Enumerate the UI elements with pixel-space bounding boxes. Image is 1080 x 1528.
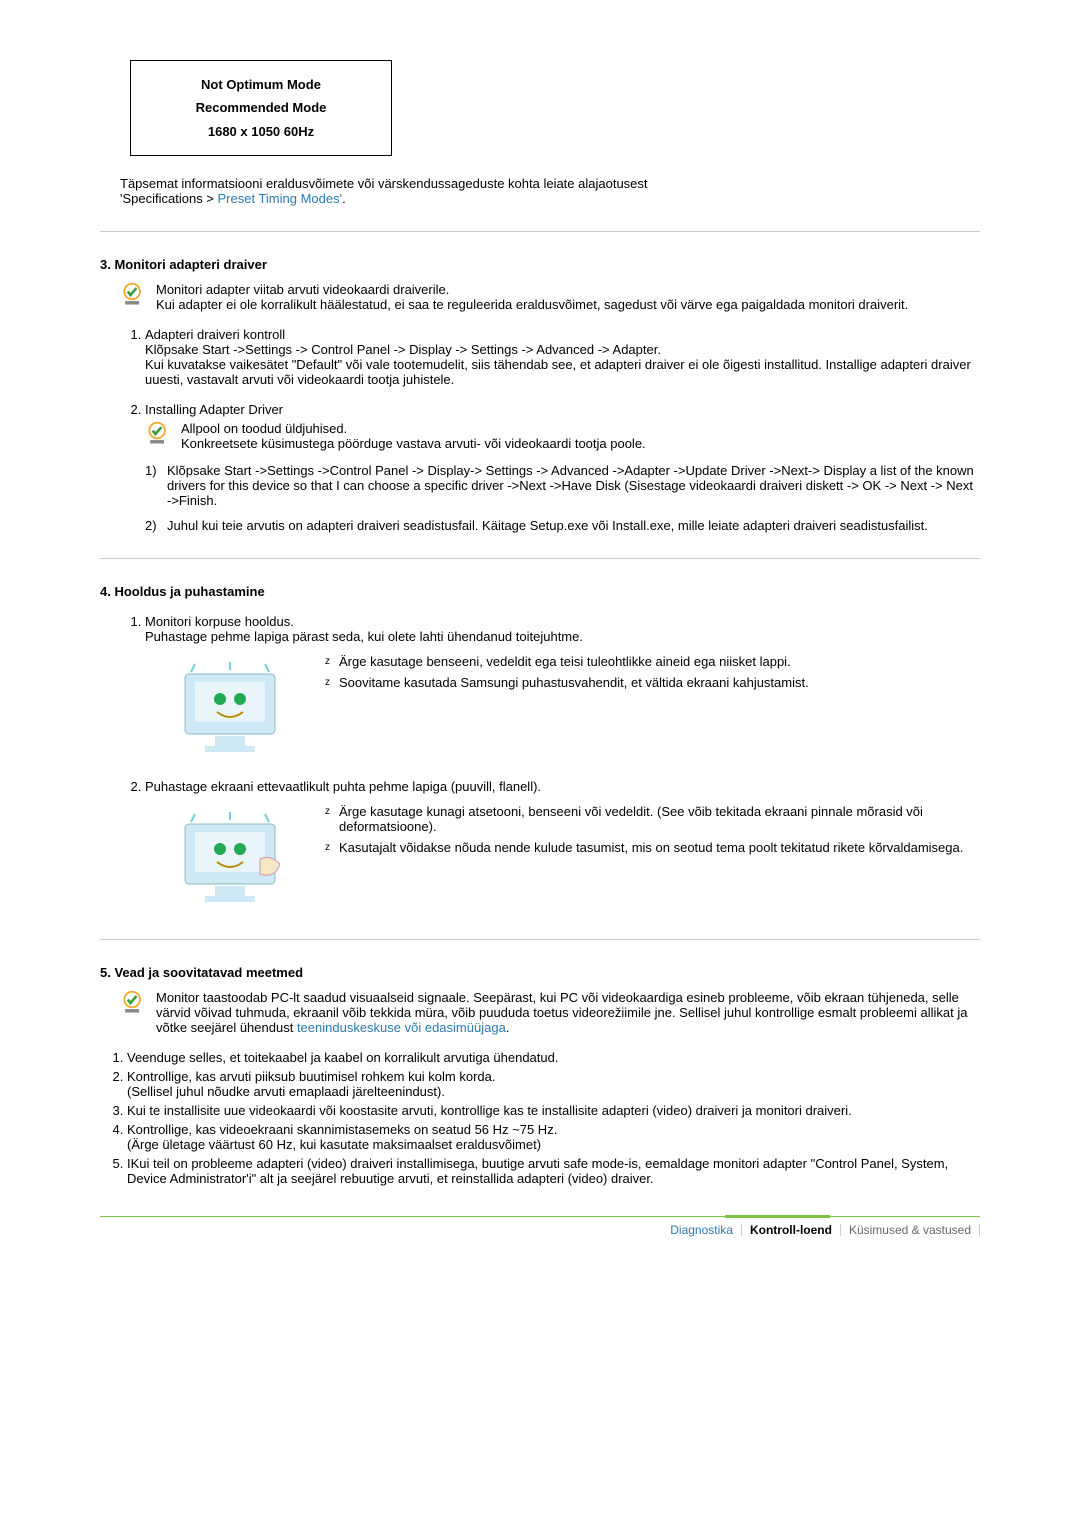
sec4-item1-body: Puhastage pehme lapiga pärast seda, kui … (145, 629, 583, 644)
sec4-b2: Soovitame kasutada Samsungi puhastusvahe… (325, 675, 809, 690)
tab-separator (979, 1224, 980, 1236)
divider (100, 939, 980, 940)
sec3-tip1: Allpool on toodud üldjuhised. (181, 421, 980, 436)
sec5-li3: Kui te installisite uue videokaardi või … (127, 1103, 980, 1118)
sec5-intro-text: Monitor taastoodab PC-lt saadud visuaals… (156, 990, 967, 1035)
sec4-b1: Ärge kasutage benseeni, vedeldit ega tei… (325, 654, 809, 669)
monitor-cleaning-image (165, 654, 305, 764)
sec3-item1-title: Adapteri draiveri kontroll (145, 327, 285, 342)
sec5-li1: Veenduge selles, et toitekaabel ja kaabe… (127, 1050, 980, 1065)
divider (100, 231, 980, 232)
sec5-li4: Kontrollige, kas videoekraani skannimist… (127, 1122, 980, 1152)
tab-kusimused[interactable]: Küsimused & vastused (841, 1223, 979, 1237)
sec5-li2: Kontrollige, kas arvuti piiksub buutimis… (127, 1069, 980, 1099)
sec5-list: Veenduge selles, et toitekaabel ja kaabe… (105, 1050, 980, 1186)
tab-kontroll-loend[interactable]: Kontroll-loend (742, 1223, 840, 1237)
intro-text: Täpsemat informatsiooni eraldusvõimete v… (120, 176, 980, 206)
sec3-item1-body1: Klõpsake Start ->Settings -> Control Pan… (145, 342, 661, 357)
sec3-item2: Installing Adapter Driver Allpool on too… (145, 402, 980, 533)
sec3-title: 3. Monitori adapteri draiver (100, 257, 980, 272)
divider (100, 558, 980, 559)
sec4-item1: Monitori korpuse hooldus. Puhastage pehm… (145, 614, 980, 764)
sec4-2-b1: Ärge kasutage kunagi atsetooni, benseeni… (325, 804, 980, 834)
sec3-sub1: 1)Klõpsake Start ->Settings ->Control Pa… (145, 463, 980, 508)
sec3-list: Adapteri draiveri kontroll Klõpsake Star… (120, 327, 980, 533)
tab-diagnostika[interactable]: Diagnostika (662, 1223, 741, 1237)
preset-timing-link[interactable]: Preset Timing Modes' (218, 191, 343, 206)
sec3-intro: Monitori adapter viitab arvuti videokaar… (120, 282, 980, 312)
sec4-2-b2: Kasutajalt võidakse nõuda nende kulude t… (325, 840, 980, 855)
sec4-list: Monitori korpuse hooldus. Puhastage pehm… (120, 614, 980, 914)
sec4-item2-title: Puhastage ekraani ettevaatlikult puhta p… (145, 779, 541, 794)
sec4-item2: Puhastage ekraani ettevaatlikult puhta p… (145, 779, 980, 914)
sec3-tip2: Konkreetsete küsimustega pöörduge vastav… (181, 436, 980, 451)
sec3-p2: Kui adapter ei ole korralikult häälestat… (156, 297, 980, 312)
sec4-item1-title: Monitori korpuse hooldus. (145, 614, 294, 629)
intro-part2: 'Specifications > (120, 191, 218, 206)
bottom-tabs: Diagnostika Kontroll-loend Küsimused & v… (100, 1216, 980, 1237)
checkmark-icon (120, 990, 146, 1016)
service-center-link[interactable]: teeninduskeskuse või edasimüüjaga (297, 1020, 506, 1035)
mode-line3: 1680 x 1050 60Hz (131, 120, 391, 143)
sec3-p1: Monitori adapter viitab arvuti videokaar… (156, 282, 980, 297)
sec5-li5: IKui teil on probleeme adapteri (video) … (127, 1156, 980, 1186)
sec5-intro: Monitor taastoodab PC-lt saadud visuaals… (120, 990, 980, 1035)
checkmark-icon (120, 282, 146, 308)
mode-line1: Not Optimum Mode (131, 73, 391, 96)
sec3-item1: Adapteri draiveri kontroll Klõpsake Star… (145, 327, 980, 387)
sec3-sub2: 2)Juhul kui teie arvutis on adapteri dra… (145, 518, 980, 533)
monitor-cloth-image (165, 804, 305, 914)
sec3-item2-title: Installing Adapter Driver (145, 402, 283, 417)
mode-line2: Recommended Mode (131, 96, 391, 119)
intro-part1: Täpsemat informatsiooni eraldusvõimete v… (120, 176, 648, 191)
sec4-title: 4. Hooldus ja puhastamine (100, 584, 980, 599)
sec5-title: 5. Vead ja soovitatavad meetmed (100, 965, 980, 980)
checkmark-icon (145, 421, 171, 447)
sec3-item1-body2: Kui kuvatakse vaikesätet "Default" või v… (145, 357, 971, 387)
mode-box: Not Optimum Mode Recommended Mode 1680 x… (130, 60, 392, 156)
